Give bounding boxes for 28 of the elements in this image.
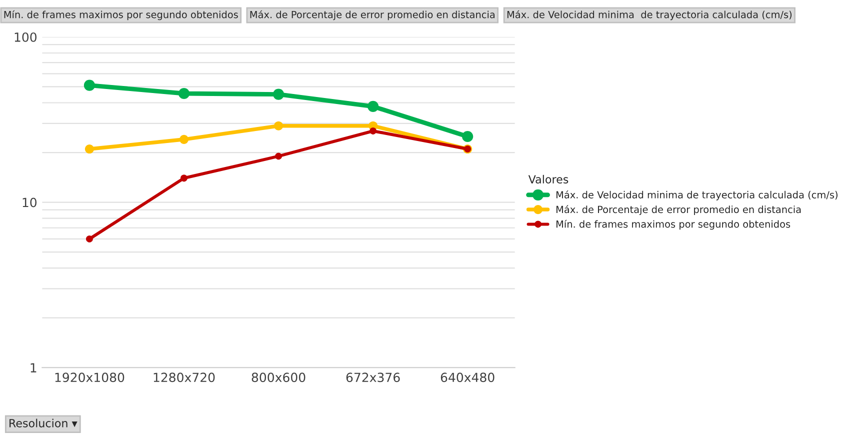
text: Máx. de Porcentaje de error promedio en distancia: [250, 10, 495, 20]
point: [462, 130, 474, 142]
point: [180, 174, 188, 182]
point: [367, 100, 379, 112]
legend-label: Máx. de Porcentaje de error promedio en distancia: [556, 205, 801, 215]
x-tick-label: 800x600: [252, 372, 306, 382]
x-tick-label: 1920x1080: [55, 372, 124, 382]
legend-title: Valores: [528, 174, 568, 184]
x-tick-label: 672x376: [346, 372, 400, 382]
legend-label: Mín. de frames maximos por segundo obtenidos: [556, 220, 790, 230]
x-tick-label: 640x480: [440, 372, 494, 382]
point: [179, 134, 189, 144]
text: Máx. de Velocidad minima de trayectoria calculada (cm/s): [507, 10, 792, 20]
y-tick-label: 1: [30, 363, 36, 372]
point: [84, 144, 94, 154]
point: [272, 88, 284, 100]
legend-label: Máx. de Velocidad minima de trayectoria calculada (cm/s): [556, 190, 838, 200]
y-tick-label: 100: [14, 32, 37, 42]
point: [86, 235, 93, 242]
point: [84, 80, 96, 91]
text: Resolucion ▾: [10, 418, 78, 428]
point: [370, 128, 377, 134]
y-tick-label: 10: [22, 198, 37, 208]
text: Mín. de frames maximos por segundo obtenidos: [4, 10, 238, 20]
point: [178, 88, 190, 100]
point: [274, 121, 284, 130]
point: [275, 152, 282, 160]
x-tick-label: 1280x720: [154, 372, 215, 382]
